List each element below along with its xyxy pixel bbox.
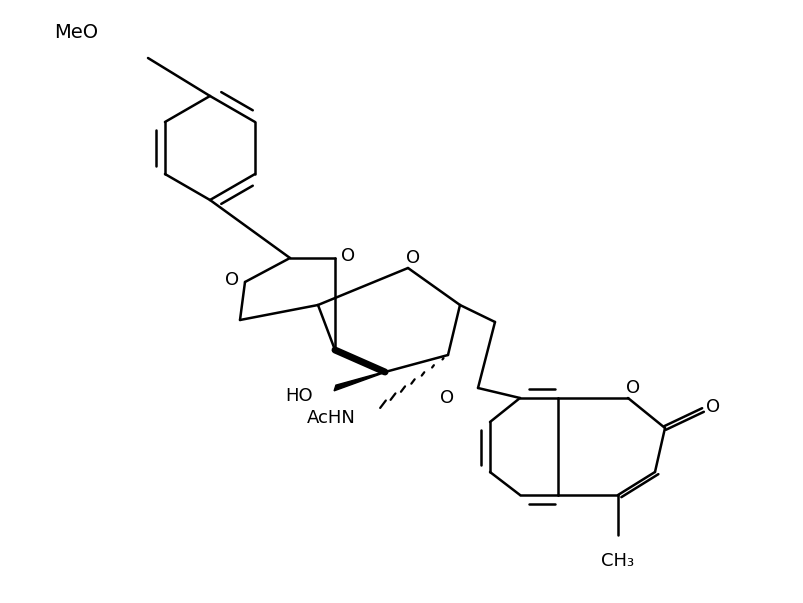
Text: O: O [340, 247, 355, 265]
Text: O: O [705, 398, 719, 416]
Polygon shape [334, 371, 385, 391]
Text: O: O [626, 379, 639, 397]
Text: MeO: MeO [54, 22, 98, 42]
Text: O: O [406, 249, 419, 267]
Text: CH₃: CH₃ [601, 552, 634, 570]
Text: AcHN: AcHN [307, 409, 356, 427]
Text: O: O [225, 271, 238, 289]
Text: HO: HO [285, 387, 312, 405]
Text: O: O [439, 389, 454, 407]
